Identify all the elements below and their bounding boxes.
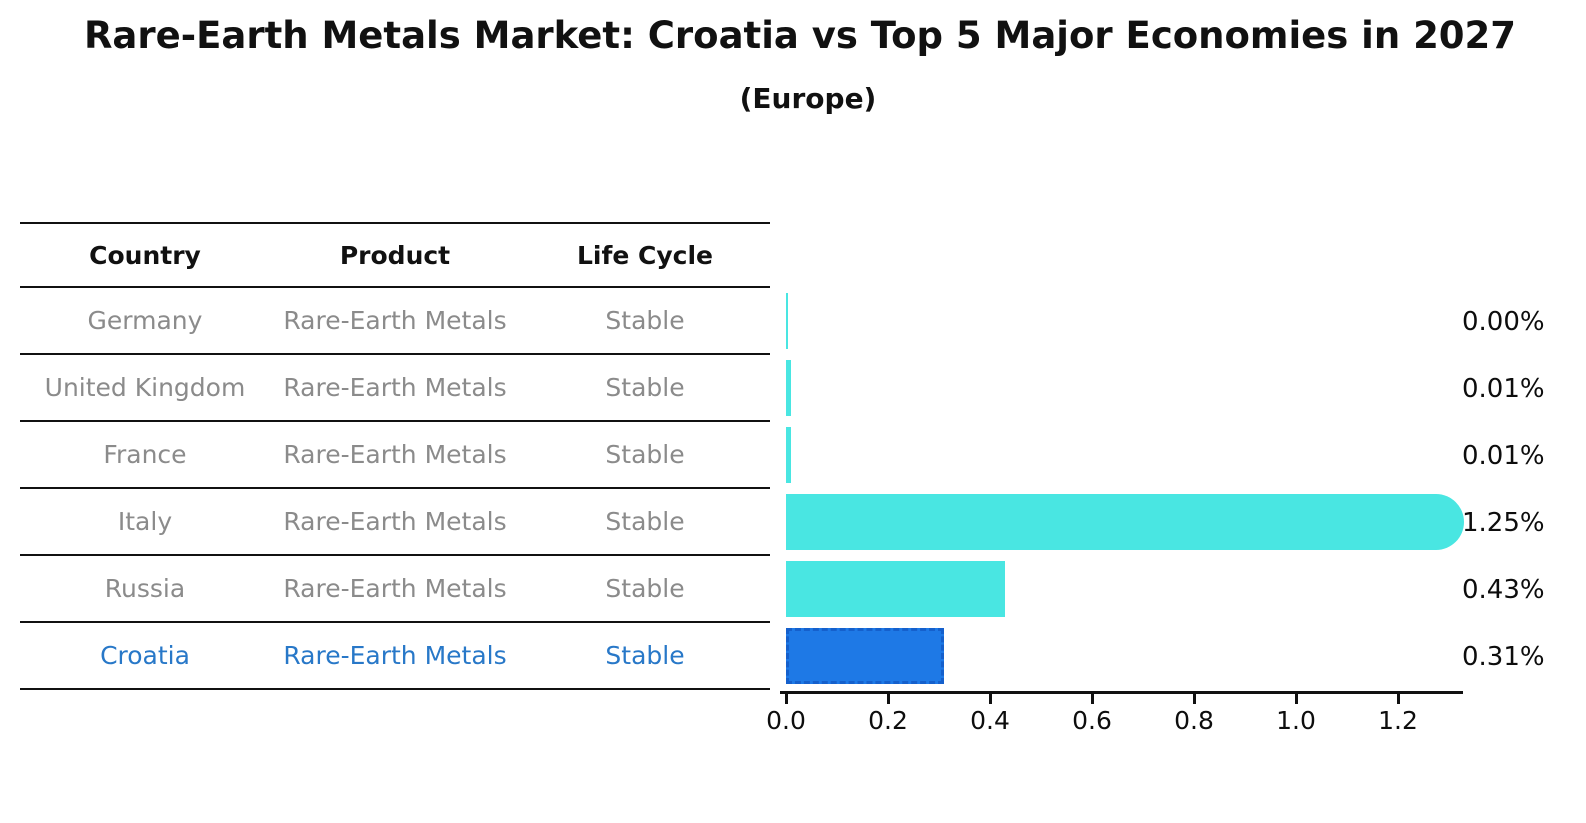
x-axis-tick-label: 0.4 <box>970 706 1010 735</box>
x-axis-tick-label: 1.0 <box>1276 706 1316 735</box>
bar-germany <box>786 292 788 349</box>
table-row: United Kingdom Rare-Earth Metals Stable <box>20 355 770 422</box>
x-axis-tick-label: 0.0 <box>766 706 806 735</box>
table-row: Croatia Rare-Earth Metals Stable <box>20 623 770 690</box>
life-cycle-cell: Stable <box>605 306 685 335</box>
life-cycle-cell: Stable <box>605 574 685 603</box>
x-axis-line <box>780 691 1463 694</box>
product-cell: Rare-Earth Metals <box>283 373 507 402</box>
product-cell: Rare-Earth Metals <box>283 507 507 536</box>
x-axis-tick-label: 0.8 <box>1174 706 1214 735</box>
x-axis-tick <box>1397 694 1400 704</box>
value-label: 0.43% <box>1462 574 1545 605</box>
column-header-life-cycle: Life Cycle <box>576 240 714 270</box>
product-cell: Rare-Earth Metals <box>283 440 507 469</box>
table-row: France Rare-Earth Metals Stable <box>20 422 770 489</box>
bar-russia <box>786 560 1005 617</box>
x-axis-tick <box>887 694 890 704</box>
chart-title: Rare-Earth Metals Market: Croatia vs Top… <box>83 14 1517 57</box>
x-axis-tick <box>1193 694 1196 704</box>
value-label: 1.25% <box>1462 507 1545 538</box>
x-axis-tick-label: 1.2 <box>1378 706 1418 735</box>
country-cell: Croatia <box>100 641 190 670</box>
table-row: Russia Rare-Earth Metals Stable <box>20 556 770 623</box>
value-label: 0.00% <box>1462 306 1545 337</box>
life-cycle-cell: Stable <box>605 373 685 402</box>
bar-italy <box>786 493 1464 550</box>
x-axis-tick <box>1295 694 1298 704</box>
x-axis-tick <box>785 694 788 704</box>
product-cell: Rare-Earth Metals <box>283 574 507 603</box>
value-label: 0.31% <box>1462 641 1545 672</box>
x-axis-tick <box>1091 694 1094 704</box>
column-header-product: Product <box>339 240 451 270</box>
life-cycle-cell: Stable <box>605 507 685 536</box>
column-header-country: Country <box>89 240 201 270</box>
chart-subtitle: (Europe) <box>739 82 877 115</box>
value-label: 0.01% <box>1462 373 1545 404</box>
table-row: Italy Rare-Earth Metals Stable <box>20 489 770 556</box>
country-cell: France <box>103 440 187 469</box>
bar-united-kingdom <box>786 359 791 416</box>
value-label: 0.01% <box>1462 440 1545 471</box>
x-axis-tick-label: 0.6 <box>1072 706 1112 735</box>
country-cell: Italy <box>117 507 173 536</box>
table-header: Country Product Life Cycle <box>20 222 770 288</box>
x-axis-tick-label: 0.2 <box>868 706 908 735</box>
product-cell: Rare-Earth Metals <box>283 306 507 335</box>
country-cell: United Kingdom <box>44 373 246 402</box>
product-cell: Rare-Earth Metals <box>283 641 507 670</box>
life-cycle-cell: Stable <box>605 641 685 670</box>
country-cell: Russia <box>104 574 186 603</box>
table-row: Germany Rare-Earth Metals Stable <box>20 288 770 355</box>
bar-france <box>786 426 791 483</box>
country-cell: Germany <box>87 306 203 335</box>
life-cycle-cell: Stable <box>605 440 685 469</box>
bar-croatia <box>786 627 944 684</box>
x-axis-tick <box>989 694 992 704</box>
